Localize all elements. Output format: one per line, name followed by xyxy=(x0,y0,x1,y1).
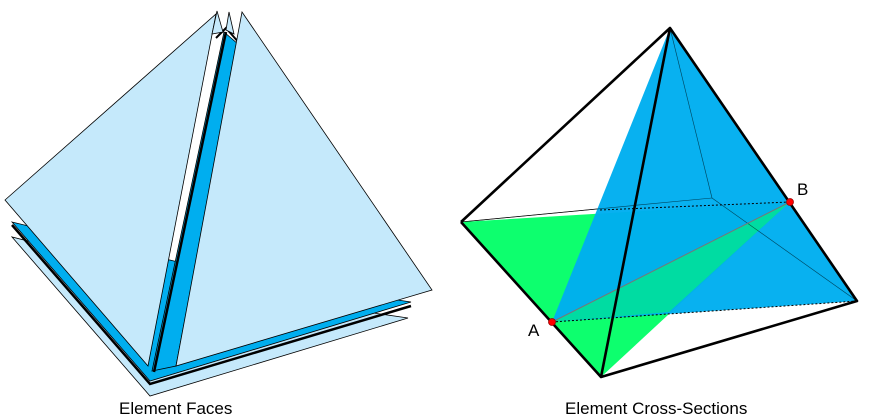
apex-flap-middle xyxy=(225,11,235,35)
tetra-outline xyxy=(460,26,859,379)
caption-element-cross-sections: Element Cross-Sections xyxy=(565,399,748,418)
tetra-front-edge xyxy=(599,27,672,378)
line-a-b xyxy=(551,201,791,323)
point-a-marker xyxy=(548,318,556,326)
hidden-edge-top-overlay xyxy=(669,27,713,199)
caption-element-faces: Element Faces xyxy=(119,399,233,418)
face-middle-edge xyxy=(152,31,228,373)
dotted-line-a xyxy=(551,300,858,323)
face-right-light xyxy=(175,10,433,367)
point-b-marker xyxy=(786,198,794,206)
apex-flap-left xyxy=(211,10,224,35)
element-faces-diagram xyxy=(4,10,433,397)
face-left-light xyxy=(4,12,217,367)
point-b-label: B xyxy=(797,180,809,199)
section-blue-plane xyxy=(552,28,857,322)
hidden-edge-right-overlay xyxy=(711,197,858,302)
point-a-label: A xyxy=(528,321,540,340)
face-bottom-edge xyxy=(11,224,412,386)
hidden-edge-left-overlay xyxy=(460,197,713,223)
element-cross-section-diagram xyxy=(460,26,859,379)
